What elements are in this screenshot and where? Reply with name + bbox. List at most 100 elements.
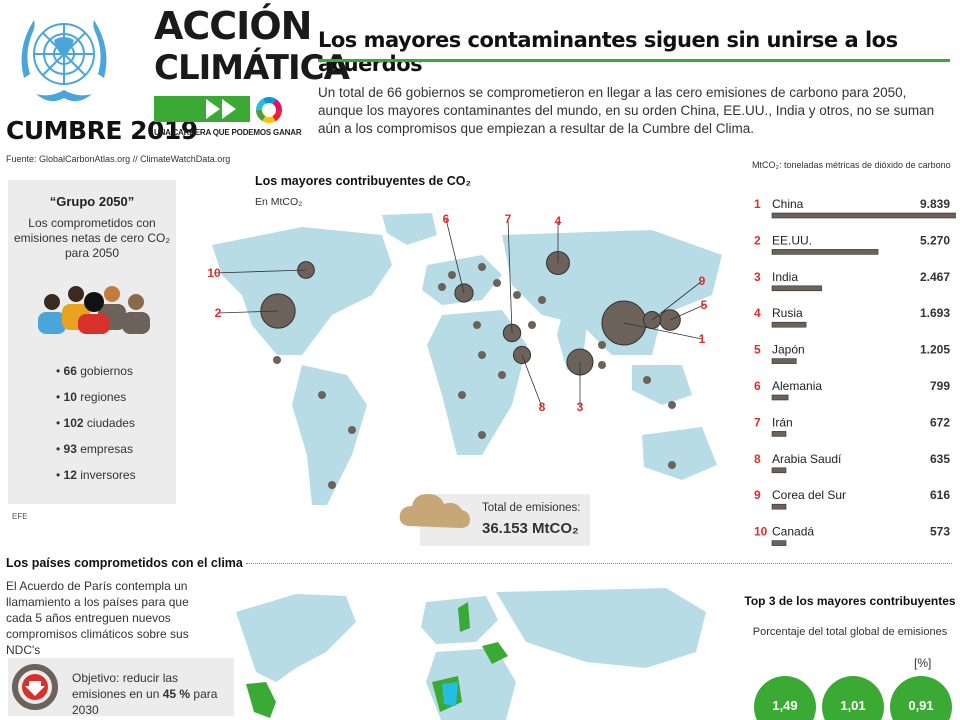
rank-number: 9 bbox=[754, 488, 761, 502]
country-label: Arabia Saudí bbox=[772, 452, 842, 466]
emission-bar bbox=[771, 394, 789, 401]
emission-bar bbox=[771, 285, 822, 292]
total-emissions-label: Total de emisiones: bbox=[482, 502, 581, 514]
value-label: 672 bbox=[930, 415, 950, 429]
grupo-description: Los comprometidos con emisiones netas de… bbox=[13, 216, 171, 260]
leader-line bbox=[507, 218, 513, 334]
leader-line bbox=[445, 218, 465, 294]
minor-emitter-bubble bbox=[328, 481, 336, 489]
top3-circle-usa: 1,01 bbox=[822, 676, 884, 720]
country-label: Alemania bbox=[772, 379, 822, 393]
rank-number: 4 bbox=[754, 306, 761, 320]
value-label: 9.839 bbox=[920, 197, 950, 211]
map-rank-label: 5 bbox=[701, 298, 708, 312]
value-label: 1.693 bbox=[920, 306, 950, 320]
emission-bar bbox=[771, 540, 787, 546]
value-label: 5.270 bbox=[920, 233, 950, 247]
top3-circle-india: 0,91 bbox=[890, 676, 952, 720]
emission-bar bbox=[771, 431, 787, 437]
country-label: EE.UU. bbox=[772, 233, 812, 247]
rank-number: 3 bbox=[754, 270, 761, 284]
stat-inversores: • 12 inversores bbox=[56, 468, 136, 482]
emission-bar bbox=[771, 249, 879, 255]
minor-emitter-bubble bbox=[458, 391, 466, 399]
page-title: Los mayores contaminantes siguen sin uni… bbox=[318, 28, 898, 76]
minor-emitter-bubble bbox=[493, 279, 501, 287]
minor-emitter-bubble bbox=[598, 341, 606, 349]
map-subtitle: En MtCO₂ bbox=[255, 196, 303, 208]
value-label: 635 bbox=[930, 452, 950, 466]
leader-line bbox=[651, 280, 703, 321]
top10-bar-chart: 1 China 9.839 2 EE.UU. 5.270 3 India 2.467 4 Rusia… bbox=[754, 197, 956, 546]
value-label: 1.205 bbox=[920, 343, 950, 357]
map-rank-label: 8 bbox=[539, 400, 546, 414]
minor-emitter-bubble bbox=[473, 321, 481, 329]
un-emblem-icon bbox=[21, 20, 107, 102]
leader-line bbox=[213, 269, 307, 274]
value-label: 799 bbox=[930, 379, 950, 393]
stat-ciudades: • 102 ciudades bbox=[56, 416, 135, 430]
top3-title: Top 3 de los mayores contribuyentes bbox=[744, 594, 956, 608]
leader-line bbox=[669, 304, 705, 321]
minor-emitter-bubble bbox=[668, 461, 676, 469]
map-title: Los mayores contribuyentes de CO₂ bbox=[255, 174, 472, 188]
map-rank-label: 2 bbox=[215, 306, 222, 320]
country-label: India bbox=[772, 270, 798, 284]
leader-line bbox=[521, 354, 543, 408]
stat-empresas: • 93 empresas bbox=[56, 442, 133, 456]
total-emissions-value: 36.153 MtCO₂ bbox=[482, 520, 579, 537]
country-label: Canadá bbox=[772, 525, 814, 539]
rank-number: 1 bbox=[754, 197, 761, 211]
minor-emitter-bubble bbox=[478, 431, 486, 439]
rank-number: 2 bbox=[754, 233, 761, 247]
country-label: Irán bbox=[772, 415, 793, 429]
minor-emitter-bubble bbox=[438, 283, 446, 291]
world-map: 1 2 3 4 5 6 7 8 9 10 bbox=[207, 212, 722, 505]
map-rank-label: 3 bbox=[577, 400, 584, 414]
emission-bar bbox=[771, 358, 797, 364]
section2-title: Los países comprometidos con el clima bbox=[6, 556, 243, 570]
map-rank-label: 9 bbox=[699, 274, 706, 288]
section2-text: El Acuerdo de París contempla un llamami… bbox=[6, 579, 189, 657]
minor-emitter-bubble bbox=[498, 371, 506, 379]
value-label: 573 bbox=[930, 525, 950, 539]
stat-gobiernos: • 66 gobiernos bbox=[56, 364, 133, 378]
source-note: Fuente: GlobalCarbonAtlas.org // Climate… bbox=[6, 154, 231, 164]
committed-countries-map bbox=[236, 588, 706, 720]
map-rank-label: 7 bbox=[505, 212, 512, 226]
top3-unit: [%] bbox=[914, 656, 932, 670]
rank-number: 8 bbox=[754, 452, 761, 466]
stat-regiones: • 10 regiones bbox=[56, 390, 127, 404]
rank-number: 5 bbox=[754, 343, 761, 357]
efe-credit: EFE bbox=[12, 512, 28, 521]
people-group-icon bbox=[38, 286, 150, 334]
value-label: 2.467 bbox=[920, 270, 950, 284]
down-arrow-icon bbox=[12, 664, 58, 710]
minor-emitter-bubble bbox=[513, 291, 521, 299]
objective-text: Objetivo: reducir las emisiones en un 45… bbox=[72, 671, 218, 717]
leader-line bbox=[217, 310, 279, 314]
map-rank-label: 1 bbox=[699, 332, 706, 346]
minor-emitter-bubble bbox=[668, 401, 676, 409]
minor-emitter-bubble bbox=[598, 361, 606, 369]
grupo-title: “Grupo 2050” bbox=[49, 194, 135, 209]
country-label: Corea del Sur bbox=[772, 488, 846, 502]
country-label: Rusia bbox=[772, 306, 803, 320]
emission-bar bbox=[771, 503, 787, 510]
country-label: Japón bbox=[772, 343, 805, 357]
title-rule bbox=[318, 59, 950, 62]
minor-emitter-bubble bbox=[643, 376, 651, 384]
map-rank-label: 10 bbox=[207, 266, 221, 280]
emissions-cloud-icon bbox=[399, 494, 470, 528]
top3-subtitle: Porcentaje del total global de emisiones bbox=[752, 626, 948, 638]
section2-rule bbox=[246, 563, 952, 564]
emission-bar bbox=[771, 212, 956, 219]
rank-number: 10 bbox=[754, 525, 768, 539]
emission-bar bbox=[771, 467, 787, 474]
sdg-wheel-icon bbox=[256, 97, 282, 123]
intro-text: Un total de 66 gobiernos se comprometier… bbox=[318, 85, 935, 136]
campaign-tagline: UNA CARRERA QUE PODEMOS GANAR bbox=[154, 128, 302, 137]
grupo-2050-panel: “Grupo 2050” Los comprometidos con emisi… bbox=[8, 180, 176, 504]
minor-emitter-bubble bbox=[478, 263, 486, 271]
leader-line bbox=[623, 322, 703, 340]
